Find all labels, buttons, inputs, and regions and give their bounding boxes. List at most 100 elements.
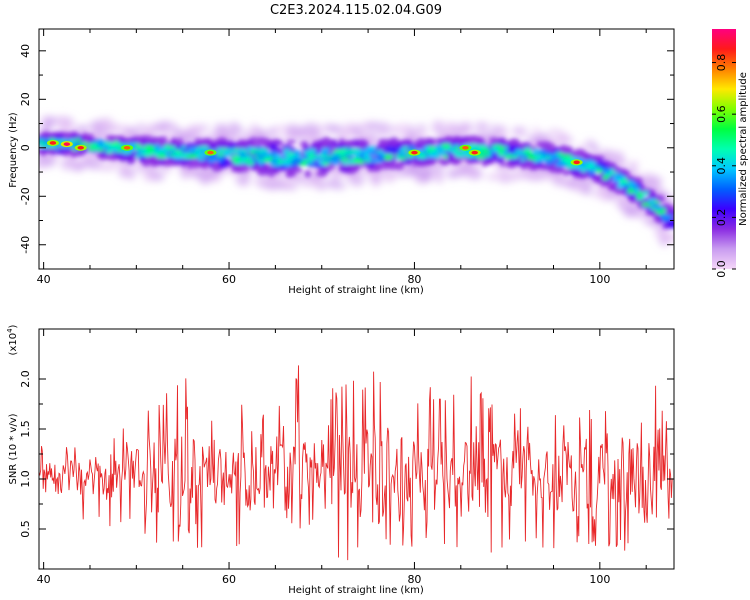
spectrogram-cell — [119, 154, 131, 160]
spectrogram-cell — [96, 152, 103, 159]
spectrogram-cell — [301, 154, 309, 160]
spectrogram-cell — [60, 158, 76, 171]
spectrogram-cell — [365, 161, 376, 168]
spectrogram-cell — [39, 163, 47, 170]
snr-ytick-label: 1.5 — [19, 420, 32, 438]
spectrogram-cell — [596, 169, 604, 173]
spectrogram-cell — [616, 183, 625, 189]
spectrogram-peak-core — [462, 145, 469, 150]
colorbar-tick-label: 0.8 — [715, 54, 728, 72]
spectrogram-cell — [186, 154, 198, 158]
spectrogram-cell — [486, 174, 497, 181]
spectrogram-cell — [520, 142, 528, 149]
snr-ytick-label: 2.0 — [19, 370, 32, 388]
spectrogram-cell — [295, 150, 302, 156]
spectrogram-ylabel: Frequency (Hz) — [8, 112, 19, 188]
snr-scale-suffix: ) — [8, 324, 19, 328]
spectrogram-ytick-label: 20 — [19, 92, 32, 106]
spectrogram-cell — [265, 154, 271, 159]
colorbar: 0.0 0.2 0.4 0.6 0.8 Normalized spectral ampl… — [712, 29, 749, 278]
spectrogram-cell — [532, 148, 540, 153]
spectrogram-cell — [472, 129, 483, 134]
spectrogram-cell — [375, 149, 383, 154]
spectrogram-cell — [331, 139, 338, 147]
spectrogram-cell — [411, 169, 422, 177]
spectrogram-cell — [233, 155, 241, 159]
spectrogram-cell — [145, 170, 160, 176]
spectrogram-cell — [541, 163, 548, 169]
spectrogram-cell — [460, 151, 468, 157]
spectrogram-cell — [101, 117, 114, 130]
spectrogram-cell — [151, 157, 160, 166]
snr-frame — [38, 328, 675, 570]
spectrogram-cell — [654, 205, 662, 210]
spectrogram-panel: 40 60 80 100 40 20 0 -20 -40 Height of straight … — [8, 28, 675, 296]
spectrogram-peak-core — [63, 142, 71, 146]
spectrogram-cell — [136, 123, 144, 130]
spectrogram-cell — [360, 149, 372, 154]
spectrogram-cell — [548, 153, 559, 159]
spectrogram-cell — [513, 154, 519, 159]
spectrogram-cell — [281, 153, 288, 157]
spectrogram-cell — [544, 160, 555, 165]
spectrogram-cell — [667, 232, 674, 242]
spectrogram-cell — [342, 150, 348, 154]
spectrogram-cell — [468, 137, 478, 143]
spectrogram-cell — [615, 174, 626, 177]
spectrogram-cell — [183, 151, 188, 156]
colorbar-ticks: 0.0 0.2 0.4 0.6 0.8 — [712, 54, 736, 278]
spectrogram-cell — [75, 165, 84, 172]
spectrogram-cell — [386, 162, 399, 170]
spectrogram-cell — [560, 147, 568, 152]
spectrogram-cell — [186, 124, 203, 136]
spectrogram-cell — [212, 164, 219, 172]
snr-series-line — [39, 365, 673, 561]
snr-panel: 40 60 80 100 2.0 1.5 1.0 0.5 Height of straight… — [6, 324, 675, 596]
spectrogram-cell — [145, 135, 153, 143]
spectrogram-cell — [401, 146, 409, 150]
spectrogram-cell — [39, 144, 50, 148]
spectrogram-cell — [285, 123, 300, 136]
snr-xtick-label: 80 — [407, 573, 421, 586]
spectrogram-cell — [664, 203, 670, 210]
spectrogram-cell — [200, 167, 213, 178]
snr-ytick-label: 1.0 — [19, 470, 32, 488]
colorbar-gradient — [712, 29, 736, 269]
spectrogram-peak-core — [207, 150, 214, 155]
spectrogram-cell — [316, 170, 328, 177]
spectrogram-cell — [573, 184, 586, 193]
spectrogram-cell — [614, 188, 626, 195]
spectrogram-cell — [322, 138, 328, 147]
spectrogram-cell — [188, 159, 201, 166]
spectrogram-heatmap — [39, 115, 674, 247]
spectrogram-cell — [331, 182, 347, 190]
spectrogram-cell — [207, 157, 217, 163]
spectrogram-cell — [289, 170, 296, 177]
spectrogram-cell — [531, 127, 541, 134]
colorbar-label: Normalized spectral amplitude — [738, 72, 749, 226]
spectrogram-cell — [115, 125, 131, 131]
spectrogram-cell — [227, 150, 239, 154]
spectrogram-cell — [252, 179, 265, 185]
spectrogram-cell — [547, 128, 563, 135]
spectrogram-peak-core — [471, 150, 478, 155]
spectrogram-cell — [602, 175, 609, 180]
spectrogram-cell — [516, 171, 529, 179]
spectrogram-cell — [377, 140, 385, 146]
spectrogram-cell — [332, 159, 339, 165]
spectrogram-cell — [87, 133, 94, 141]
spectrogram-xlabel: Height of straight line (km) — [288, 285, 424, 296]
spectrogram-cell — [89, 147, 94, 152]
spectrogram-peak-core — [49, 141, 57, 145]
spectrogram-cell — [238, 153, 250, 158]
spectrogram-cell — [268, 130, 277, 135]
spectrogram-cell — [135, 144, 142, 150]
spectrogram-cell — [263, 164, 271, 170]
spectrogram-cell — [640, 173, 653, 180]
spectrogram-xtick-label: 80 — [407, 273, 421, 286]
spectrogram-cell — [262, 157, 272, 162]
spectrogram-cell — [109, 142, 121, 149]
spectrogram-cell — [264, 138, 270, 147]
snr-line-series — [39, 365, 673, 561]
spectrogram-cell — [257, 155, 266, 160]
